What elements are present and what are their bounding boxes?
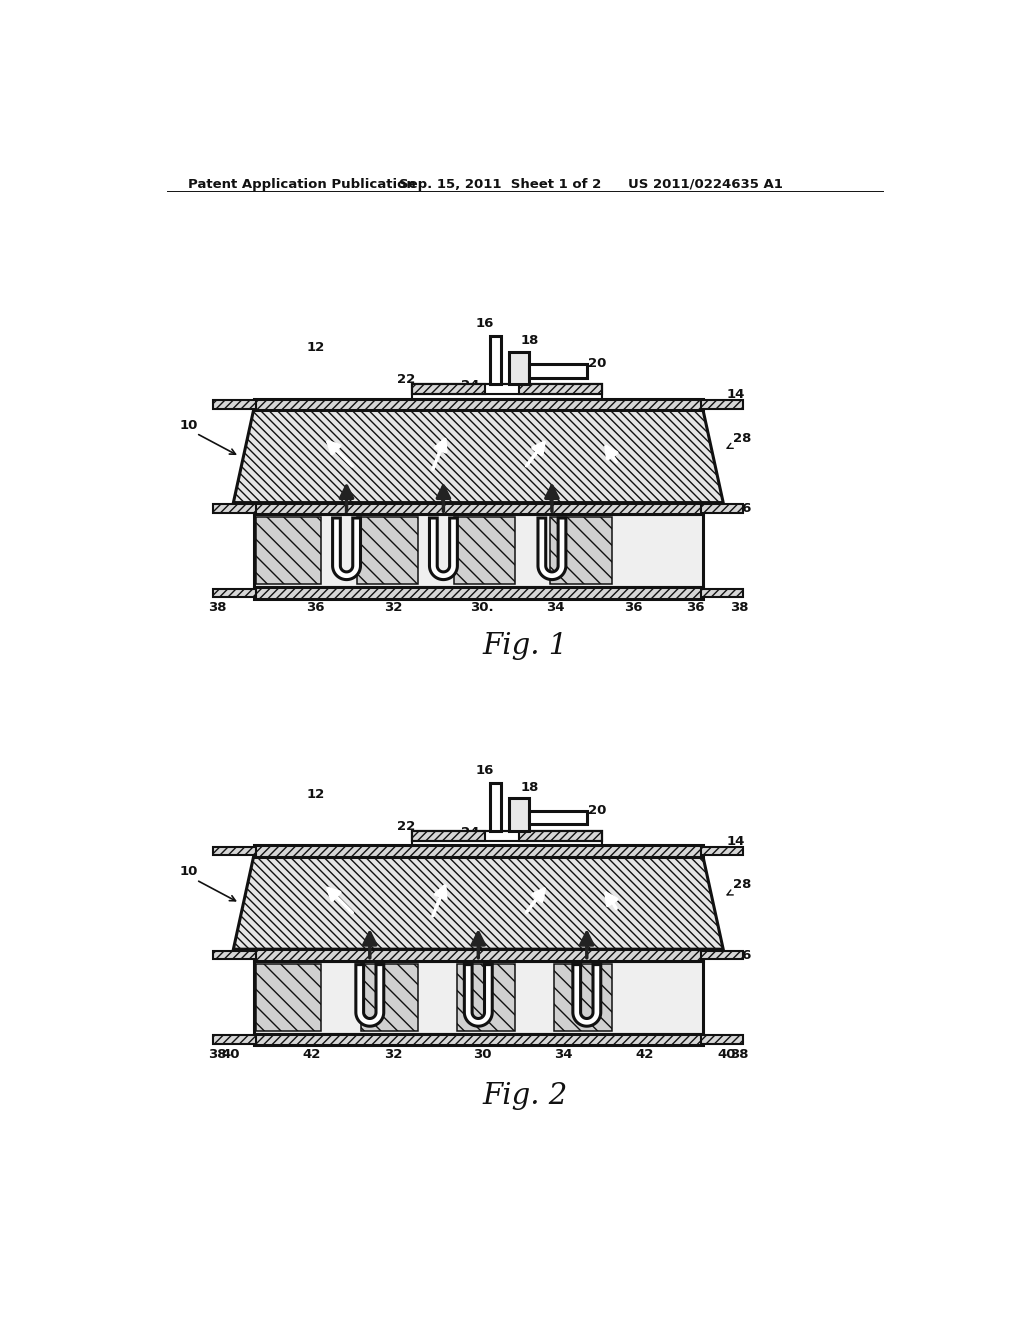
- Bar: [413, 830, 602, 845]
- Text: Sep. 15, 2011  Sheet 1 of 2: Sep. 15, 2011 Sheet 1 of 2: [399, 178, 601, 190]
- Text: 12: 12: [306, 341, 325, 354]
- Polygon shape: [572, 965, 601, 1026]
- Bar: [256, 964, 321, 1031]
- Text: Patent Application Publication: Patent Application Publication: [188, 178, 416, 190]
- Text: 16: 16: [475, 317, 494, 330]
- Bar: [213, 504, 256, 512]
- Bar: [213, 589, 256, 598]
- Bar: [256, 517, 321, 585]
- Text: 22: 22: [397, 820, 416, 833]
- Bar: [213, 847, 256, 855]
- Bar: [356, 517, 418, 585]
- Text: 28: 28: [732, 432, 751, 445]
- Text: Fig. 1: Fig. 1: [482, 632, 567, 660]
- Bar: [254, 1034, 703, 1045]
- Bar: [509, 351, 528, 384]
- Bar: [700, 847, 743, 855]
- Text: 10: 10: [179, 418, 198, 432]
- Bar: [213, 950, 256, 960]
- Bar: [518, 830, 602, 841]
- Text: 30.: 30.: [470, 601, 494, 614]
- Text: 42: 42: [636, 1048, 654, 1061]
- Text: 26: 26: [732, 949, 751, 962]
- Polygon shape: [333, 517, 360, 579]
- Text: 28: 28: [732, 878, 751, 891]
- Text: 20: 20: [589, 804, 607, 817]
- Bar: [413, 384, 484, 395]
- Text: 22: 22: [397, 374, 416, 387]
- Polygon shape: [538, 517, 566, 579]
- Text: 14: 14: [726, 834, 744, 847]
- Text: 16: 16: [475, 764, 494, 776]
- Text: 24: 24: [462, 826, 479, 840]
- Text: 40: 40: [717, 1048, 735, 1061]
- Bar: [360, 964, 418, 1031]
- Bar: [550, 517, 611, 585]
- Bar: [413, 384, 602, 395]
- Text: 18: 18: [520, 334, 539, 347]
- Bar: [458, 964, 515, 1031]
- Bar: [700, 589, 743, 598]
- Bar: [700, 950, 743, 960]
- Bar: [413, 830, 602, 841]
- Text: 38: 38: [208, 1048, 226, 1061]
- Bar: [489, 337, 501, 384]
- Text: Fig. 2: Fig. 2: [482, 1082, 567, 1110]
- Bar: [213, 400, 256, 409]
- Bar: [254, 845, 703, 857]
- Bar: [254, 587, 703, 599]
- Text: 18: 18: [520, 780, 539, 793]
- Polygon shape: [233, 411, 723, 503]
- Bar: [254, 399, 703, 411]
- Bar: [518, 384, 602, 395]
- Bar: [489, 783, 501, 830]
- Text: 38: 38: [730, 601, 749, 614]
- Text: 14: 14: [726, 388, 744, 401]
- Text: 30: 30: [473, 1048, 492, 1061]
- Bar: [700, 504, 743, 512]
- Text: 26: 26: [732, 502, 751, 515]
- Bar: [700, 1035, 743, 1044]
- Bar: [213, 1035, 256, 1044]
- Bar: [254, 503, 703, 515]
- Bar: [528, 810, 587, 825]
- Bar: [700, 400, 743, 409]
- Text: 36: 36: [624, 601, 642, 614]
- Polygon shape: [356, 965, 384, 1026]
- Text: 24: 24: [462, 379, 479, 392]
- Polygon shape: [429, 517, 458, 579]
- Text: 36: 36: [686, 601, 705, 614]
- Text: 40: 40: [221, 1048, 240, 1061]
- Text: 34: 34: [554, 1048, 572, 1061]
- Text: 38: 38: [730, 1048, 749, 1061]
- Bar: [554, 964, 611, 1031]
- Text: 10: 10: [179, 866, 198, 878]
- Text: 34: 34: [547, 601, 565, 614]
- Bar: [254, 961, 703, 1034]
- Bar: [413, 384, 602, 399]
- Bar: [254, 949, 703, 961]
- Polygon shape: [233, 857, 723, 949]
- Polygon shape: [464, 965, 493, 1026]
- Text: 20: 20: [589, 358, 607, 370]
- Text: 32: 32: [384, 1048, 402, 1061]
- Bar: [528, 364, 587, 378]
- Bar: [454, 517, 515, 585]
- Text: 36: 36: [306, 601, 325, 614]
- Text: US 2011/0224635 A1: US 2011/0224635 A1: [628, 178, 782, 190]
- Bar: [413, 830, 484, 841]
- Bar: [509, 799, 528, 830]
- Text: 12: 12: [306, 788, 325, 800]
- Text: 32: 32: [384, 601, 402, 614]
- Text: 42: 42: [302, 1048, 321, 1061]
- Text: 38: 38: [208, 601, 226, 614]
- Bar: [254, 515, 703, 587]
